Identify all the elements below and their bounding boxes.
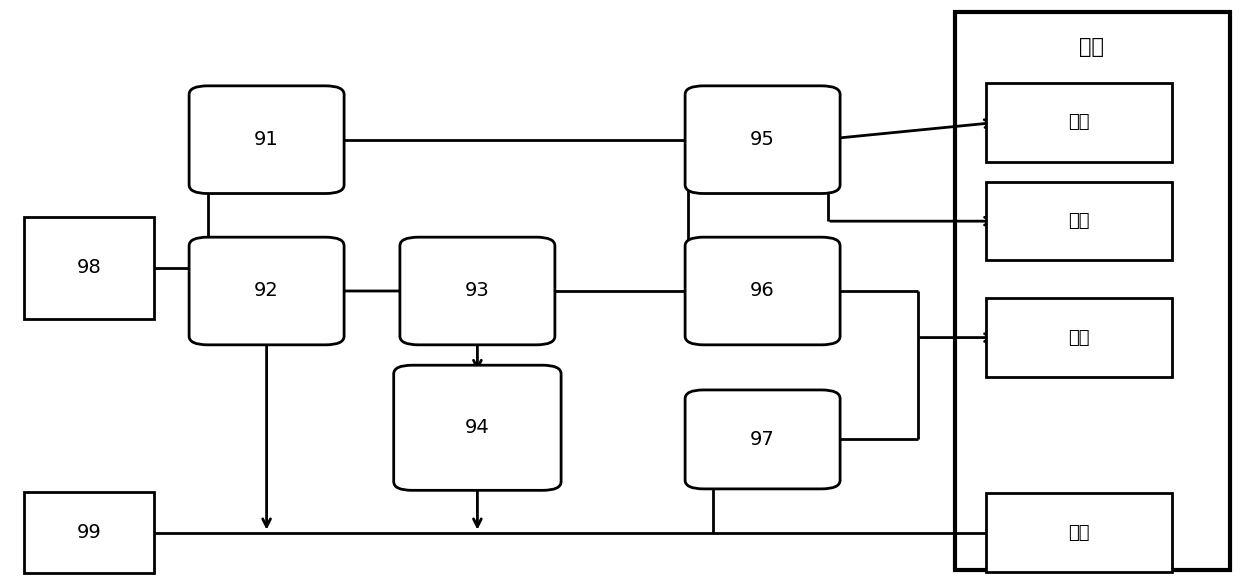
FancyBboxPatch shape: [394, 365, 560, 490]
Text: 93: 93: [465, 282, 490, 300]
FancyBboxPatch shape: [24, 492, 154, 573]
FancyBboxPatch shape: [684, 390, 841, 489]
Text: 91: 91: [254, 130, 279, 149]
FancyBboxPatch shape: [684, 237, 841, 345]
FancyBboxPatch shape: [399, 237, 556, 345]
FancyBboxPatch shape: [986, 182, 1172, 261]
FancyBboxPatch shape: [986, 493, 1172, 572]
FancyBboxPatch shape: [684, 86, 841, 193]
Text: 92: 92: [254, 282, 279, 300]
Text: 98: 98: [77, 258, 102, 277]
Bar: [955, 12, 1230, 570]
FancyBboxPatch shape: [24, 217, 154, 319]
FancyBboxPatch shape: [986, 83, 1172, 161]
Text: 95: 95: [750, 130, 775, 149]
Text: 99: 99: [77, 523, 102, 542]
FancyBboxPatch shape: [188, 86, 343, 193]
Text: 94: 94: [465, 418, 490, 437]
Text: 供电: 供电: [1068, 524, 1090, 541]
FancyBboxPatch shape: [986, 299, 1172, 377]
Text: 供暖: 供暖: [1068, 113, 1090, 131]
Text: 供冷: 供冷: [1068, 329, 1090, 346]
FancyBboxPatch shape: [188, 237, 343, 345]
Text: 97: 97: [750, 430, 775, 449]
Text: 用户: 用户: [1079, 37, 1104, 56]
Text: 96: 96: [750, 282, 775, 300]
Text: 热水: 热水: [1068, 212, 1090, 230]
